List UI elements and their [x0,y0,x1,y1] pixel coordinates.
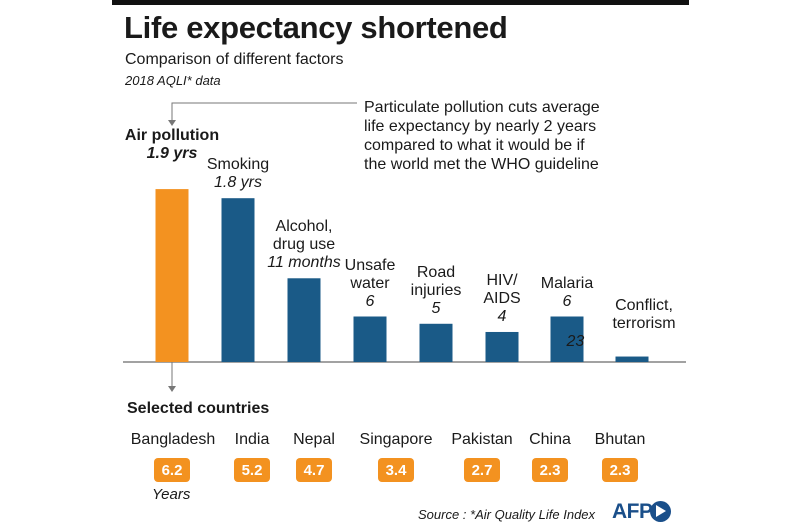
bar-value-label: 5 [431,299,441,317]
bar-value-label: 11 months [267,254,341,272]
bar-category-label: water [350,274,390,292]
country-name: Bhutan [594,431,646,448]
bar-category-label: Conflict, [615,297,673,314]
country-name: Pakistan [451,431,513,448]
country-name: China [529,431,571,448]
bar-category-label: Malaria [540,274,594,292]
country-name: Bangladesh [130,431,216,448]
bar-label: Conflict, terrorism 23 [566,297,676,351]
bar-value-label: 6 [365,292,375,310]
bar-category-label: Air pollution [124,127,220,144]
bar [221,198,255,362]
bar-category-label: Smoking [206,156,270,174]
bar-value-label: 1.8 yrs [213,174,262,192]
bar-category-label: terrorism [612,315,676,332]
bar-category-label: injuries [410,281,462,299]
bar [485,331,519,362]
selected-countries-heading: Selected countries [127,400,270,417]
bar-category-label: drug use [272,236,336,254]
bar [287,278,321,362]
bar [615,356,649,362]
annotation-arrow-icon [168,120,176,126]
annotation-leader-line [171,102,357,120]
country-name: Nepal [293,431,335,448]
country-value-badge: 3.4 [378,458,414,482]
country-name: India [234,431,270,448]
countries-arrow-icon [168,386,176,392]
bar [419,323,453,362]
annotation-text: Particulate pollution cuts average life … [364,99,600,173]
bar-value-label: 6 [562,292,572,310]
country-value-badge: 2.3 [602,458,638,482]
bar-label: Alcohol, drug use 11 months [267,218,341,272]
bar-category-label: Road [416,263,456,281]
country-value-badge: 6.2 [154,458,190,482]
afp-logo-mark-icon [650,501,671,522]
bar-category-label: Unsafe [344,256,396,274]
bar-category-label: HIV/ [486,271,518,289]
years-label: Years [152,486,191,503]
bar-category-label: AIDS [483,289,521,307]
bar-category-label: Alcohol, [275,218,333,236]
afp-logo: AFP [612,500,653,523]
bar-value-label: 4 [497,307,507,325]
country-name: Singapore [359,431,433,448]
bar [155,189,189,362]
country-value-badge: 2.7 [464,458,500,482]
bar-label: HIV/AIDS 4 [483,272,520,326]
chart-title: Life expectancy shortened [124,10,508,45]
bar-label: Air pollution 1.9 yrs [125,127,219,163]
country-value-badge: 4.7 [296,458,332,482]
chart-subtitle: Comparison of different factors [125,51,344,68]
bar-value-label: 1.9 yrs [146,145,198,162]
bar-label: Malaria 6 [541,275,593,311]
country-value-badge: 5.2 [234,458,270,482]
source-note: Source : *Air Quality Life Index [418,507,596,522]
data-note: 2018 AQLI* data [125,73,221,88]
bar-label: Road injuries 5 [411,264,462,318]
bar-label: Smoking 1.8 yrs [207,156,269,192]
bar-value-label: 23 [566,333,585,350]
country-value-badge: 2.3 [532,458,568,482]
bar [353,316,387,362]
bar-label: Unsafe water 6 [345,257,396,311]
bar [550,316,584,362]
top-rule [112,0,689,5]
